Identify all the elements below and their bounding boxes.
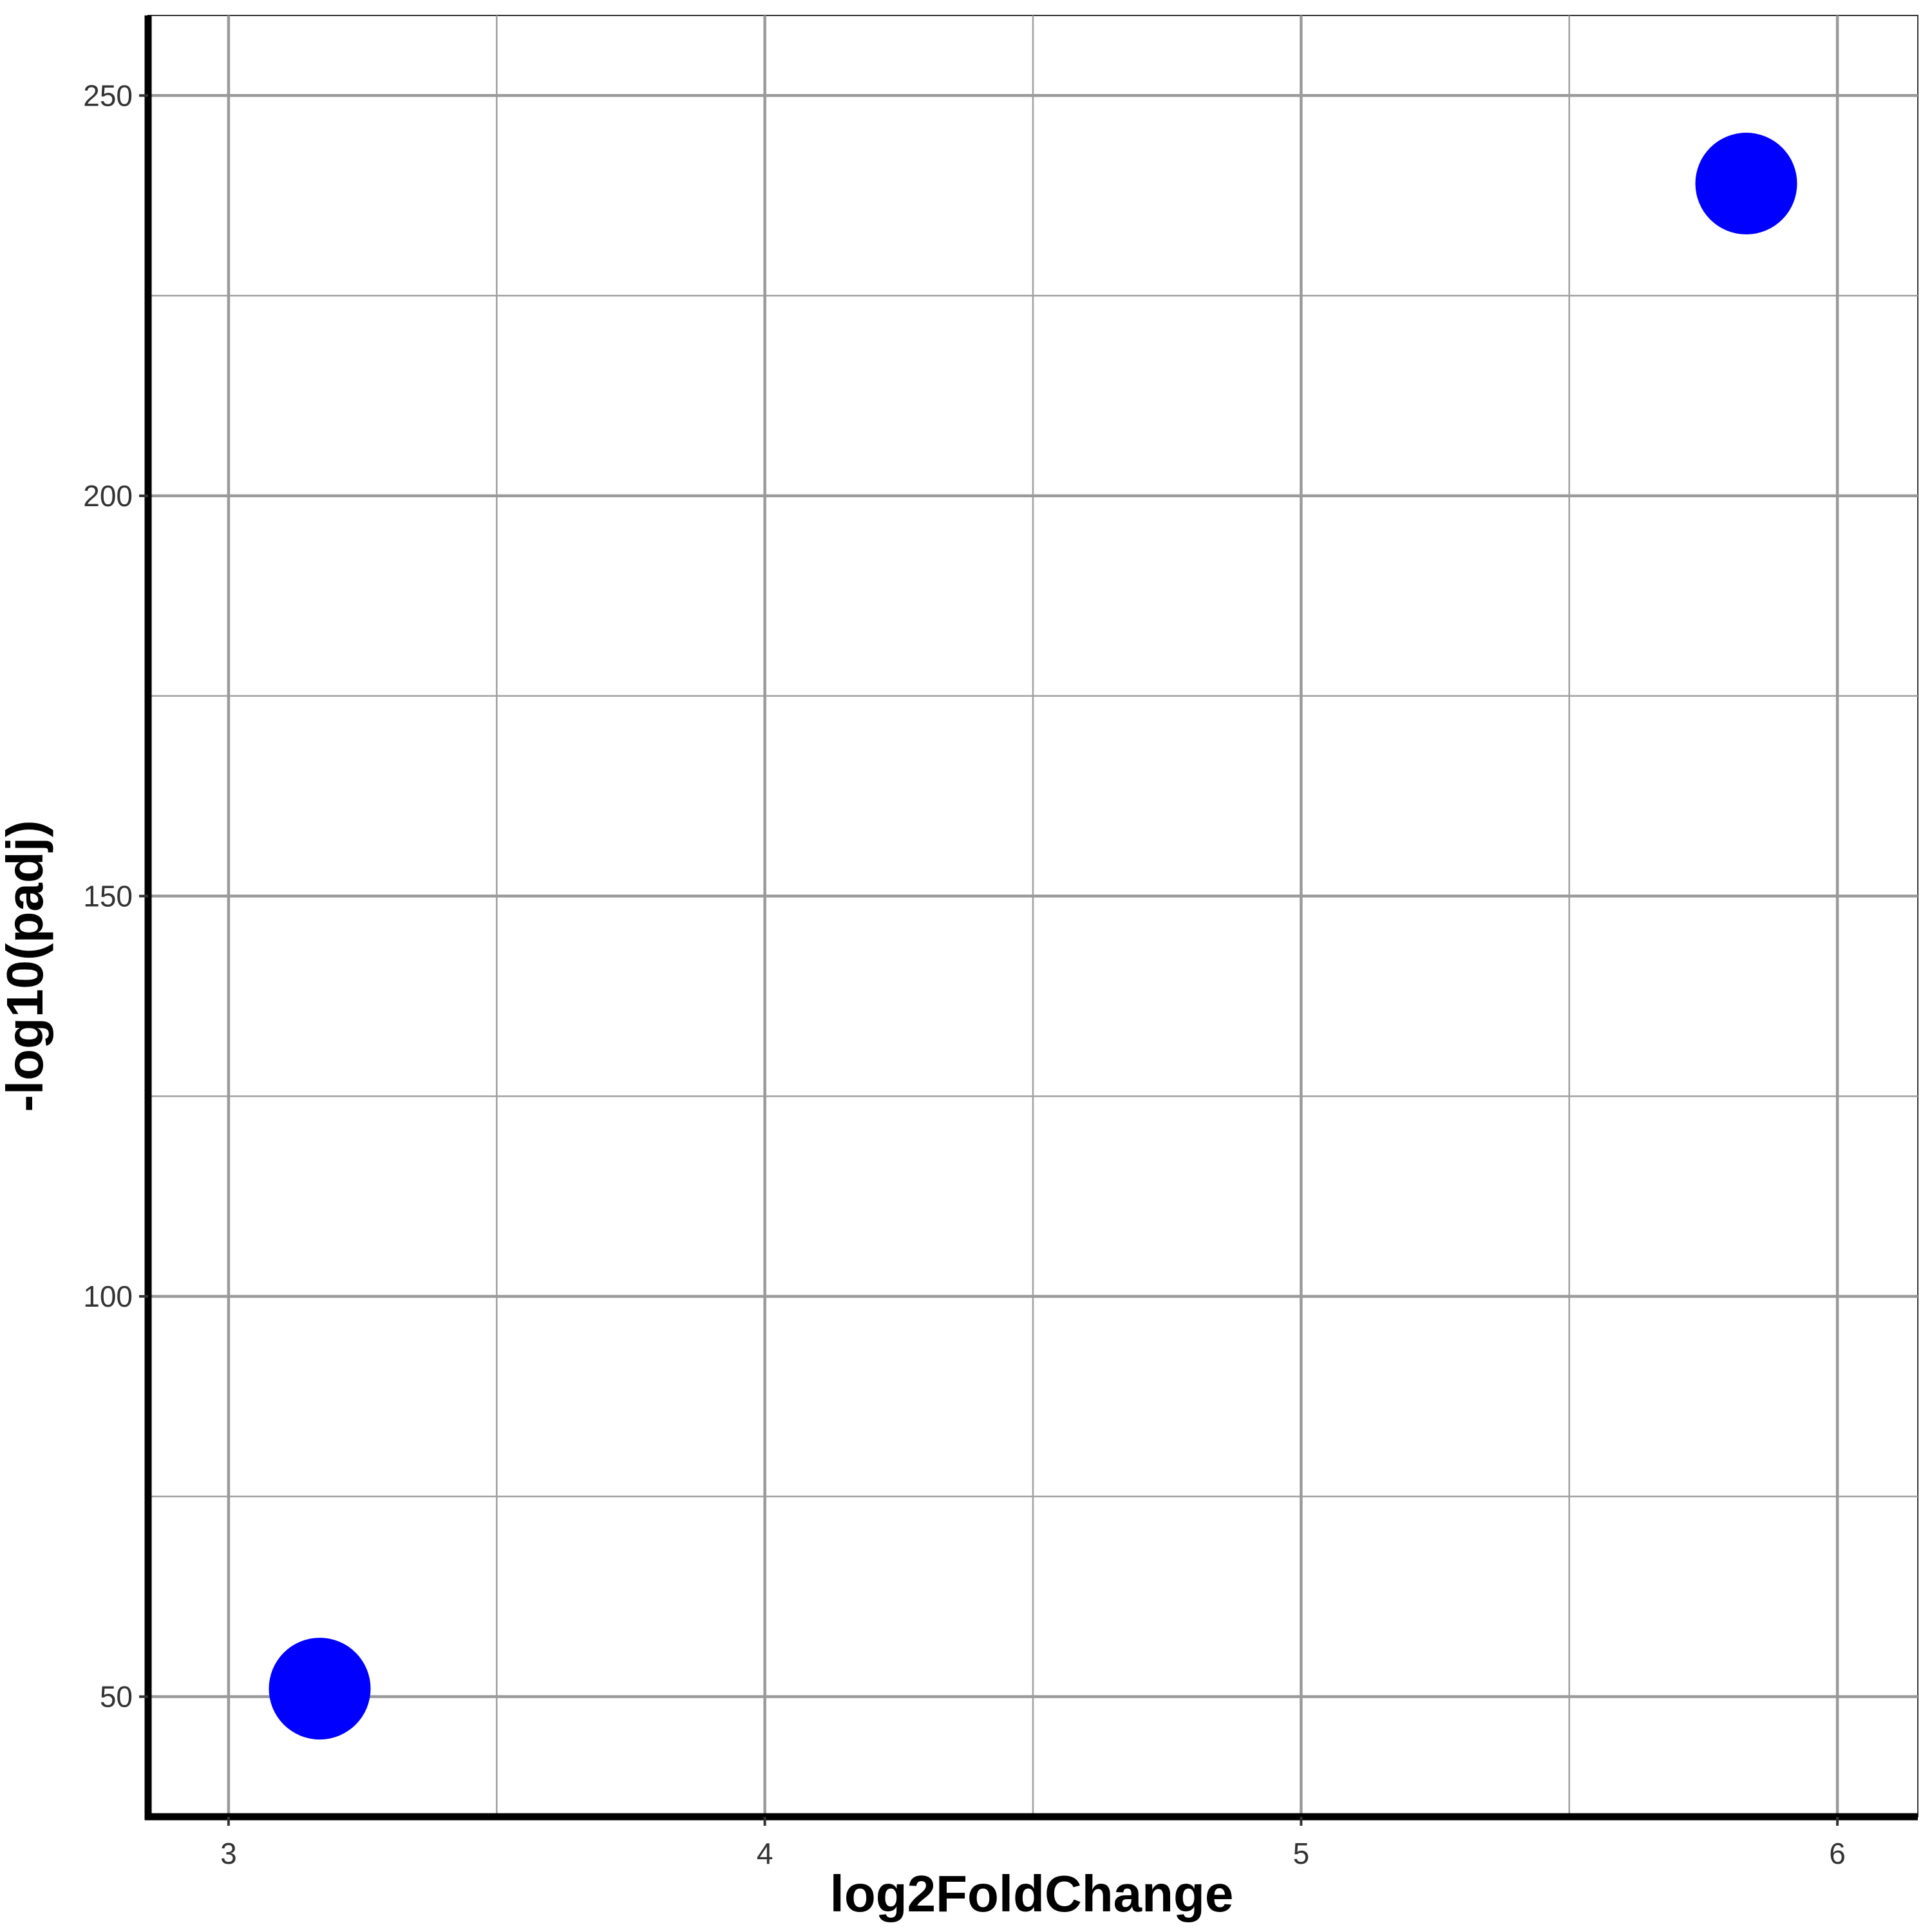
x-tick-label: 6 xyxy=(1829,1837,1846,1870)
y-tick-label: 150 xyxy=(83,879,133,913)
data-points xyxy=(269,133,1797,1740)
x-tick-label: 4 xyxy=(757,1837,773,1870)
tick-labels: 3 4 5 6 50 100 150 200 250 xyxy=(83,79,1846,1870)
axes xyxy=(144,15,1918,1821)
y-tick-label: 200 xyxy=(83,479,133,513)
tick-marks xyxy=(139,94,1839,1826)
x-tick-label: 5 xyxy=(1293,1837,1310,1870)
y-tick-label: 50 xyxy=(100,1680,133,1714)
x-axis-title: log2FoldChange xyxy=(830,1865,1234,1922)
y-tick-label: 100 xyxy=(83,1280,133,1313)
data-point xyxy=(1695,133,1797,235)
y-tick-label: 250 xyxy=(83,79,133,112)
y-axis-title: -log10(padj) xyxy=(0,820,53,1112)
data-point xyxy=(269,1638,371,1740)
x-tick-label: 3 xyxy=(220,1837,237,1870)
grid-lines xyxy=(147,15,1918,1817)
